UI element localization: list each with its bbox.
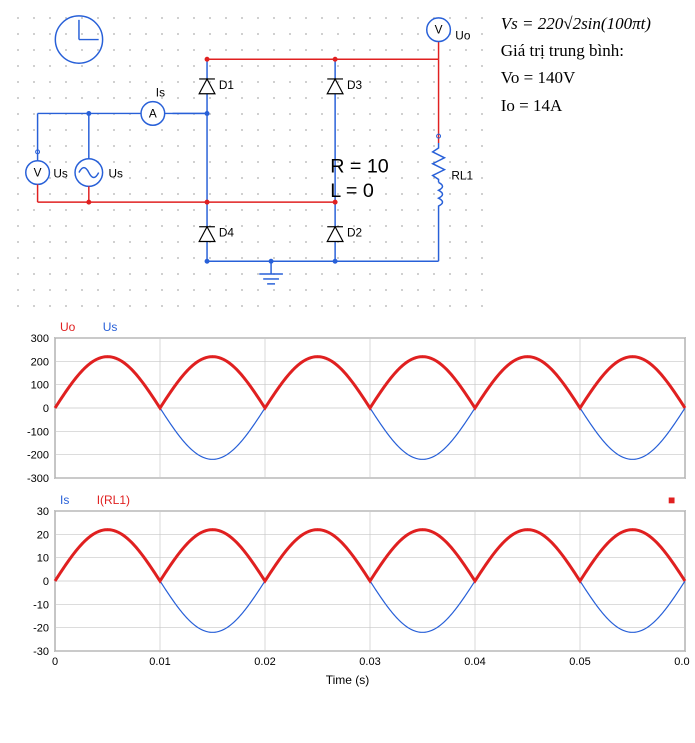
svg-text:-200: -200: [27, 450, 49, 462]
svg-text:200: 200: [31, 356, 49, 368]
annotations-panel: Vs = 220√2sin(100πt) Giá trị trung bình:…: [493, 10, 685, 119]
ac-source-icon: [75, 159, 103, 187]
circuit-diagram: V Us Us A Is: [10, 10, 493, 310]
diode-d2: D2: [327, 226, 362, 242]
svg-text:0: 0: [43, 576, 49, 588]
vs-equation: Vs = 220√2sin(100πt): [501, 10, 685, 37]
node: [269, 259, 274, 264]
uo-label: Uo: [455, 29, 471, 43]
svg-text:10: 10: [37, 553, 49, 565]
circuit-svg: V Us Us A Is: [10, 10, 493, 306]
param-l: L = 0: [330, 180, 374, 202]
chart-uo-us: Uo Us -300 -200 -100 0 100 200 300: [10, 318, 685, 483]
diode-d3: D3: [327, 78, 362, 94]
node: [205, 111, 210, 116]
svg-text:100: 100: [31, 380, 49, 392]
chart2-svg: -30 -20 -10 0 10 20 30 0 0.01 0.02 0.03 0.04 0.05 0.0…: [10, 491, 690, 671]
svg-text:-20: -20: [33, 623, 49, 635]
x-axis-title: Time (s): [10, 673, 685, 687]
node: [205, 57, 210, 62]
load-rl1: RL1: [433, 143, 473, 212]
svg-text:30: 30: [37, 506, 49, 518]
diode-d4: D4: [199, 226, 234, 242]
legend-uo: Uo: [60, 320, 75, 334]
legend-is: Is: [60, 493, 69, 507]
d3-label: D3: [347, 78, 363, 92]
svg-text:0.04: 0.04: [464, 656, 485, 668]
legend-irl: I(RL1): [97, 493, 130, 507]
node: [333, 57, 338, 62]
d2-label: D2: [347, 226, 362, 240]
chart-is-irl: Is I(RL1) ■ -30 -20 -10 0 10 20 30 0 0.01 0.02 0.0…: [10, 491, 685, 687]
voltmeter-us: V: [26, 161, 50, 185]
svg-text:300: 300: [31, 333, 49, 345]
ground-icon: [259, 261, 283, 284]
legend-marker-icon: ■: [668, 493, 675, 507]
node: [205, 200, 210, 205]
d4-label: D4: [219, 226, 235, 240]
clock-icon: [55, 16, 102, 63]
svg-text:0: 0: [52, 656, 58, 668]
svg-text:0.02: 0.02: [254, 656, 275, 668]
svg-text:0.06: 0.06: [674, 656, 690, 668]
svg-text:0.03: 0.03: [359, 656, 380, 668]
node: [205, 259, 210, 264]
us-label-left: Us: [53, 166, 68, 180]
voltmeter-uo: V Uo: [427, 18, 471, 59]
voltmeter-uo-label: V: [435, 23, 443, 37]
svg-text:-30: -30: [33, 646, 49, 658]
top-section: V Us Us A Is: [10, 10, 685, 310]
voltmeter-us-label: V: [34, 166, 42, 180]
node: [333, 259, 338, 264]
rl1-label: RL1: [451, 168, 473, 182]
io-value: Io = 14A: [501, 92, 685, 119]
svg-text:-300: -300: [27, 473, 49, 483]
svg-text:0: 0: [43, 403, 49, 415]
svg-text:-100: -100: [27, 426, 49, 438]
avg-label: Giá trị trung bình:: [501, 37, 685, 64]
svg-text:-10: -10: [33, 599, 49, 611]
svg-text:0.01: 0.01: [149, 656, 170, 668]
legend-us: Us: [103, 320, 118, 334]
ammeter-icon: A: [141, 102, 165, 126]
us-label: Us: [109, 166, 124, 180]
param-r: R = 10: [330, 156, 389, 178]
chart1-legend: Uo Us: [60, 320, 141, 334]
ammeter-label: A: [149, 106, 157, 120]
svg-text:0.05: 0.05: [569, 656, 590, 668]
chart1-svg: -300 -200 -100 0 100 200 300: [10, 318, 690, 483]
svg-text:20: 20: [37, 529, 49, 541]
vo-value: Vo = 140V: [501, 64, 685, 91]
d1-label: D1: [219, 78, 234, 92]
node: [86, 200, 91, 205]
chart2-legend: Is I(RL1) ■: [60, 493, 154, 507]
diode-d1: D1: [199, 78, 234, 94]
is-label: Is: [156, 86, 165, 100]
